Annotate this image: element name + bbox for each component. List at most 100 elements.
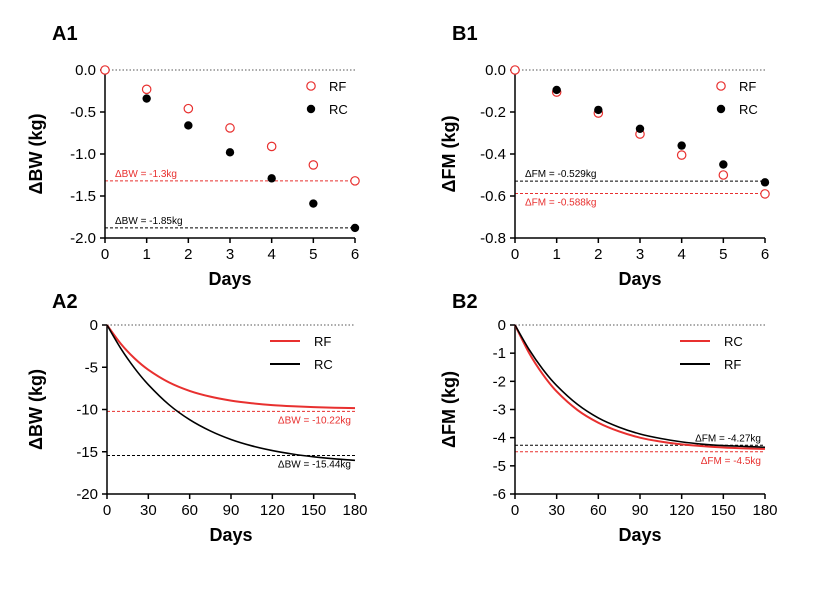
point-b1-rc-4 [719,160,728,169]
x-tick-label-b2-2: 60 [590,502,607,519]
plot-a1: ΔBW = -1.3kg ΔBW = -1.85kg 0.0 -0.5 -1.0 -1.5… [26,62,360,289]
plot-b1: ΔFM = -0.529kg ΔFM = -0.588kg 0.0 -0.2 -0.4 -… [439,62,770,289]
y-axis-title-b1: ΔFM (kg) [439,116,459,193]
y-tick-label-a2-2: -10 [76,402,98,419]
point-b1-rf-6 [760,189,770,199]
panel-label-b2: B2 [452,291,478,313]
x-tick-label-b1-6: 6 [761,246,769,263]
x-tick-label-a2-2: 60 [181,502,198,519]
x-axis-title-a2: Days [209,525,252,545]
point-a1-rf-2 [183,103,194,114]
x-tick-label-b2-6: 180 [752,502,777,519]
point-b1-rf-0 [510,65,520,75]
x-tick-label-a1-3: 3 [226,246,234,263]
legend-marker-b1-rf [716,81,726,91]
y-tick-label-b1-1: -0.2 [480,104,506,121]
x-tick-label-a1-2: 2 [184,246,192,263]
point-b1-rc-3 [677,141,686,150]
y-tick-label-a2-4: -20 [76,486,98,503]
point-a1-rf-3 [225,123,235,133]
point-b1-rc-1 [594,105,603,115]
y-tick-label-a1-0: 0.0 [75,62,96,79]
point-a1-rc-1 [184,121,193,130]
panel-label-b1: B1 [452,23,478,45]
legend-label-b1-rf: RF [739,79,756,94]
legend-label-a1-rf: RF [329,79,346,94]
y-tick-label-b1-4: -0.8 [480,230,506,247]
point-a1-rc-4 [309,199,318,208]
series-line-b2-rf [514,324,766,449]
y-axis-title-a1: ΔBW (kg) [26,114,46,195]
panel-label-a1: A1 [52,23,78,45]
x-axis-title-b1: Days [618,269,661,289]
point-a1-rc-3 [267,174,276,183]
ref-label-a2-0: ΔBW = -10.22kg [278,415,351,426]
x-tick-label-a2-0: 0 [103,502,111,519]
x-tick-label-a2-5: 150 [301,502,326,519]
legend-label-b2-rc: RC [724,334,743,349]
x-tick-label-a2-6: 180 [342,502,367,519]
legend-label-b2-rf: RF [724,357,741,372]
x-tick-label-a1-5: 5 [309,246,317,263]
legend-marker-b1-rc [716,104,726,114]
y-axis-title-b2: ΔFM (kg) [439,371,459,448]
x-tick-label-a1-1: 1 [142,246,150,263]
x-tick-label-a2-1: 30 [140,502,157,519]
point-a1-rf-1 [141,84,152,95]
legend-marker-a1-rc [306,104,316,114]
point-b1-rc-5 [760,178,770,187]
point-b1-rc-2 [635,124,645,133]
x-tick-label-b1-1: 1 [552,246,560,263]
point-b1-rc-0 [552,85,561,95]
point-a1-rc-0 [142,94,151,103]
legend-marker-a1-rf [306,81,316,91]
point-a1-rf-4 [266,141,277,152]
point-a1-rc-5 [350,223,360,233]
y-tick-label-b2-6: -6 [493,486,506,503]
plot-a2: ΔBW = -10.22kg ΔBW = -15.44kg 0 -5 -10 -15 -20… [26,317,368,545]
x-tick-label-b1-2: 2 [594,246,602,263]
y-tick-label-b2-3: -3 [493,402,506,419]
y-tick-label-a1-1: -0.5 [70,104,96,121]
y-tick-label-a2-0: 0 [90,317,98,334]
point-a1-rc-2 [225,148,235,157]
x-tick-label-a1-0: 0 [101,246,109,263]
y-tick-label-b2-5: -5 [493,458,506,475]
series-line-a2-rc [106,324,356,462]
ref-label-b1-0: ΔFM = -0.529kg [525,169,596,180]
y-tick-label-b1-3: -0.6 [480,188,506,205]
y-axis-title-a2: ΔBW (kg) [26,369,46,450]
x-tick-label-b2-4: 120 [669,502,694,519]
point-a1-rf-0 [100,65,110,75]
y-tick-label-b1-2: -0.4 [480,146,506,163]
y-tick-label-a1-3: -1.5 [70,188,96,205]
panel-a2: A2 ΔBW = -10.22kg ΔBW = -15.44kg 0 -5 -10 -15… [26,291,368,545]
ref-label-a1-1: ΔBW = -1.85kg [115,216,183,227]
point-b1-rf-4 [676,150,687,160]
point-b1-rf-5 [718,170,729,180]
point-a1-rf-6 [350,176,360,186]
x-tick-label-b2-0: 0 [511,502,519,519]
y-tick-label-b2-2: -2 [493,373,506,390]
x-tick-label-a2-4: 120 [260,502,285,519]
x-tick-label-a1-4: 4 [267,246,275,263]
y-tick-label-b2-4: -4 [493,430,506,447]
y-tick-label-b2-0: 0 [498,317,506,334]
ref-label-a1-0: ΔBW = -1.3kg [115,169,177,180]
x-tick-label-b2-5: 150 [711,502,736,519]
y-tick-label-a1-2: -1.0 [70,146,96,163]
legend-label-a2-rf: RF [314,334,331,349]
y-tick-label-a2-3: -15 [76,444,98,461]
x-axis-title-b2: Days [618,525,661,545]
panel-a1: A1 ΔBW = -1.3kg ΔBW = -1.85kg 0.0 -0.5 -1.0 -… [26,23,360,289]
y-tick-label-b1-0: 0.0 [485,62,506,79]
x-tick-label-b2-1: 30 [548,502,565,519]
point-a1-rf-5 [308,160,319,170]
x-tick-label-b2-3: 90 [632,502,649,519]
x-tick-label-b1-3: 3 [636,246,644,263]
y-tick-label-b2-1: -1 [493,345,506,362]
x-tick-label-b1-0: 0 [511,246,519,263]
x-tick-label-a2-3: 90 [223,502,240,519]
panel-b1: B1 ΔFM = -0.529kg ΔFM = -0.588kg 0.0 -0.2 -0… [439,23,770,289]
x-axis-title-a1: Days [208,269,251,289]
